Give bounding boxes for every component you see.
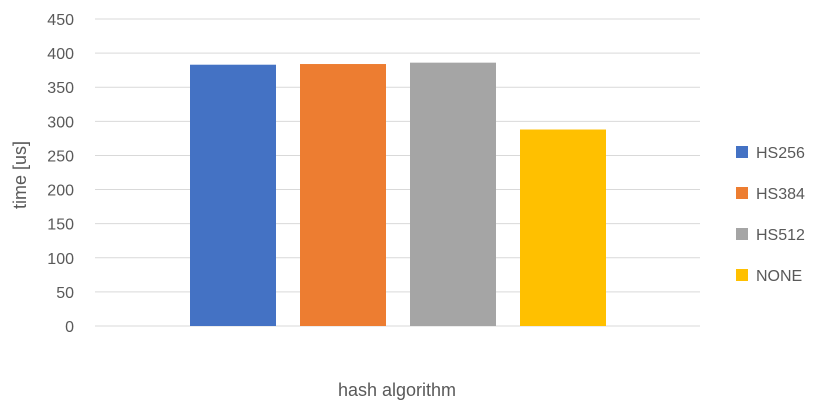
bar-hs256 [190,64,276,326]
legend: HS256 HS384 HS512 NONE [736,145,805,285]
y-tick-label: 350 [47,80,74,97]
y-tick-label: 400 [47,46,74,63]
gridlines [95,18,700,327]
legend-item: NONE [736,268,802,285]
bar-hs512 [410,62,496,326]
legend-swatch [736,187,748,199]
legend-swatch [736,228,748,240]
legend-label: HS256 [756,145,805,162]
y-tick-label: 0 [65,319,74,336]
y-tick-label: 300 [47,114,74,131]
legend-item: HS512 [736,227,805,244]
legend-swatch [736,146,748,158]
legend-label: HS512 [756,227,805,244]
y-axis-ticks: 0 50 100 150 200 250 300 350 400 450 [47,12,74,336]
y-tick-label: 200 [47,183,74,200]
y-tick-label: 100 [47,251,74,268]
y-tick-label: 50 [56,285,74,302]
legend-label: HS384 [756,186,805,203]
legend-item: HS384 [736,186,805,203]
y-tick-label: 450 [47,12,74,29]
y-tick-label: 250 [47,148,74,165]
bar-hs384 [300,64,386,326]
y-tick-label: 150 [47,217,74,234]
y-axis-title: time [us] [10,141,30,209]
legend-item: HS256 [736,145,805,162]
legend-label: NONE [756,268,802,285]
x-axis-title: hash algorithm [338,380,456,400]
legend-swatch [736,269,748,281]
bar-none [520,129,606,326]
bars [190,62,606,326]
